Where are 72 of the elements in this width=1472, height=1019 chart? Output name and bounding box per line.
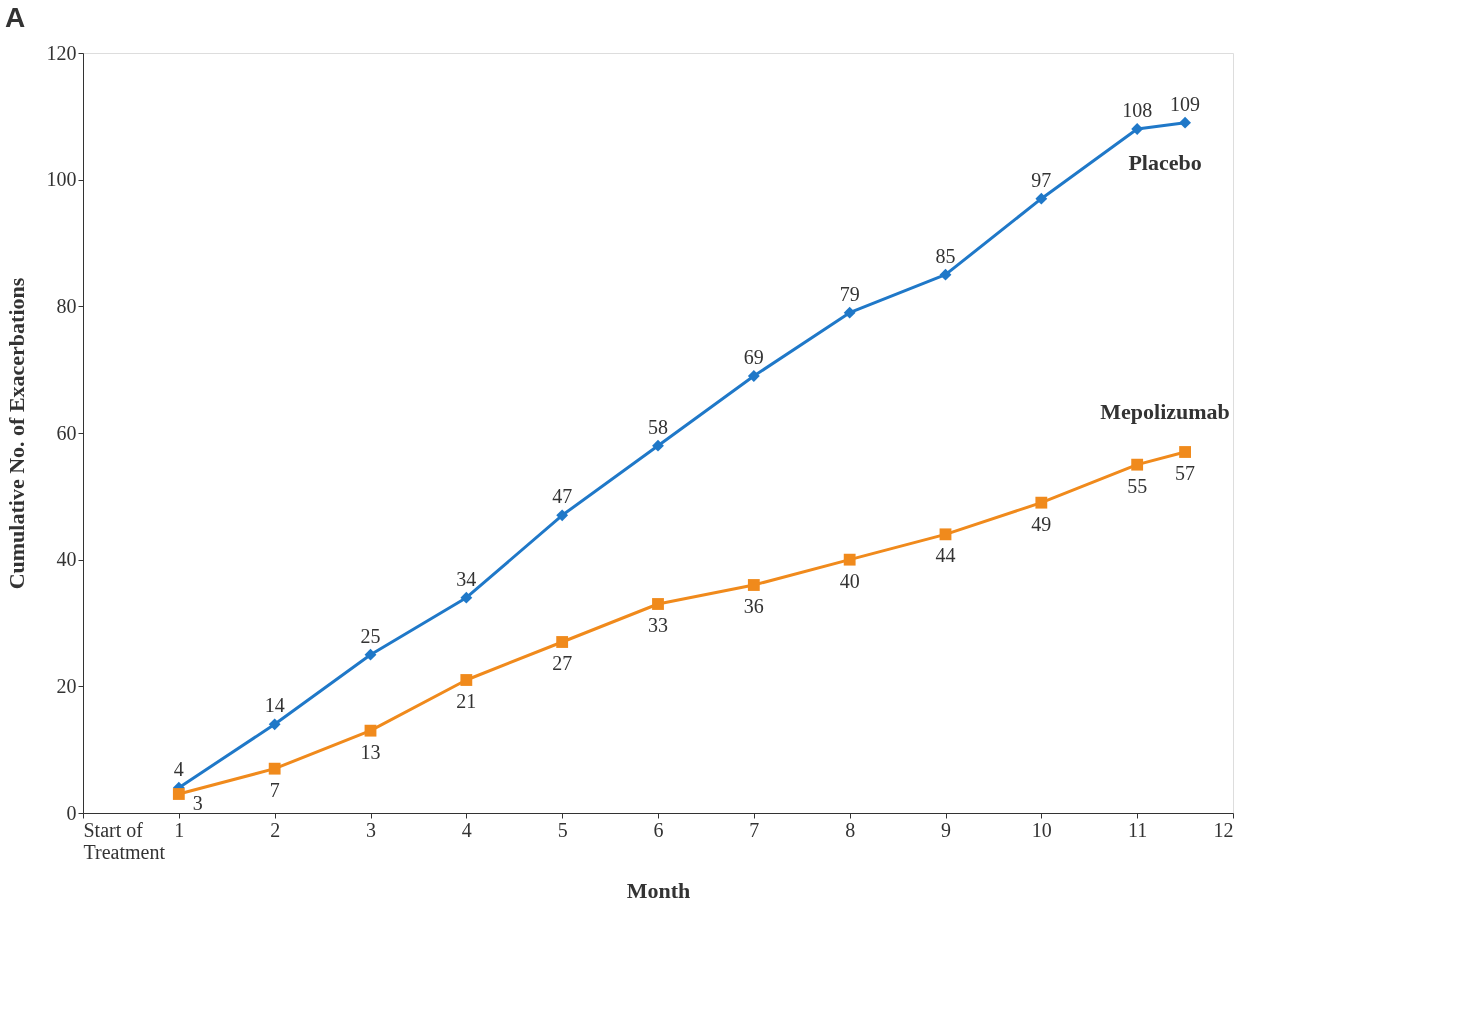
point	[652, 439, 664, 452]
point	[556, 636, 569, 648]
point	[172, 788, 185, 800]
point	[556, 509, 569, 522]
data-label: 7	[269, 778, 280, 801]
data-label: 69	[743, 346, 764, 368]
series-label: Placebo	[1128, 149, 1202, 175]
data-label: 14	[264, 694, 285, 717]
data-label: 25	[360, 624, 381, 647]
point	[364, 648, 377, 661]
data-label: 4	[173, 757, 184, 780]
point	[939, 528, 952, 541]
point	[460, 674, 473, 686]
x-tick-label: 1	[174, 818, 185, 841]
data-label: 34	[456, 567, 477, 590]
point	[268, 718, 281, 731]
point	[1131, 458, 1144, 471]
point	[652, 598, 664, 610]
y-tick-label: 40	[56, 548, 77, 571]
data-label: 40	[839, 569, 860, 592]
point	[939, 268, 952, 281]
x-tick-label: Start of Treatment	[83, 818, 166, 863]
data-label: 21	[456, 690, 477, 712]
x-tick-label: 6	[653, 818, 664, 841]
point	[364, 724, 377, 737]
point	[843, 306, 856, 319]
y-tick-label: 60	[56, 421, 77, 444]
y-tick-label: 20	[56, 674, 77, 697]
data-label: 79	[839, 282, 860, 305]
text: A	[5, 2, 26, 33]
point	[268, 762, 281, 775]
x-tick-label: 3	[366, 818, 376, 841]
x-axis-title: Month	[626, 877, 691, 903]
data-label: 33	[648, 614, 668, 636]
x-tick-label: 4	[461, 818, 472, 841]
y-tick-label: 0	[66, 801, 77, 824]
data-label: 85	[935, 244, 956, 267]
x-tick-label: 10	[1031, 818, 1052, 841]
data-label: 44	[935, 544, 956, 567]
x-tick-label: 12	[1213, 818, 1234, 841]
point	[460, 591, 473, 604]
series-label: Mepolizumab	[1100, 399, 1230, 424]
x-tick-label: 9	[941, 818, 951, 841]
y-tick-label: 120	[46, 41, 77, 64]
point	[843, 553, 856, 566]
data-label: 3	[192, 792, 203, 814]
data-label: 13	[360, 740, 381, 763]
data-label: 57	[1175, 462, 1196, 484]
data-label: 27	[552, 652, 573, 674]
data-label: 49	[1031, 512, 1052, 535]
point	[1131, 123, 1144, 135]
point	[1179, 446, 1191, 458]
point	[747, 579, 760, 591]
data-label: 55	[1127, 474, 1148, 497]
data-label: 47	[552, 485, 573, 508]
x-tick-label: 11	[1128, 818, 1148, 841]
x-tick-label: 5	[557, 818, 568, 841]
point	[1179, 116, 1191, 129]
y-axis-title: Cumulative No. of Exacerbations	[3, 277, 29, 590]
data-label: 97	[1031, 168, 1052, 191]
x-tick-label: 7	[749, 818, 760, 841]
point	[1035, 192, 1048, 205]
x-tick-label: 2	[270, 818, 281, 841]
x-tick-label: 8	[845, 818, 856, 841]
data-label: 36	[743, 595, 764, 617]
data-label: 58	[648, 415, 668, 438]
point	[1035, 496, 1048, 509]
data-label: 108	[1122, 99, 1153, 121]
point	[747, 370, 760, 382]
y-tick-label: 100	[46, 168, 77, 191]
y-tick-label: 80	[56, 294, 77, 317]
data-label: 109	[1170, 92, 1201, 115]
